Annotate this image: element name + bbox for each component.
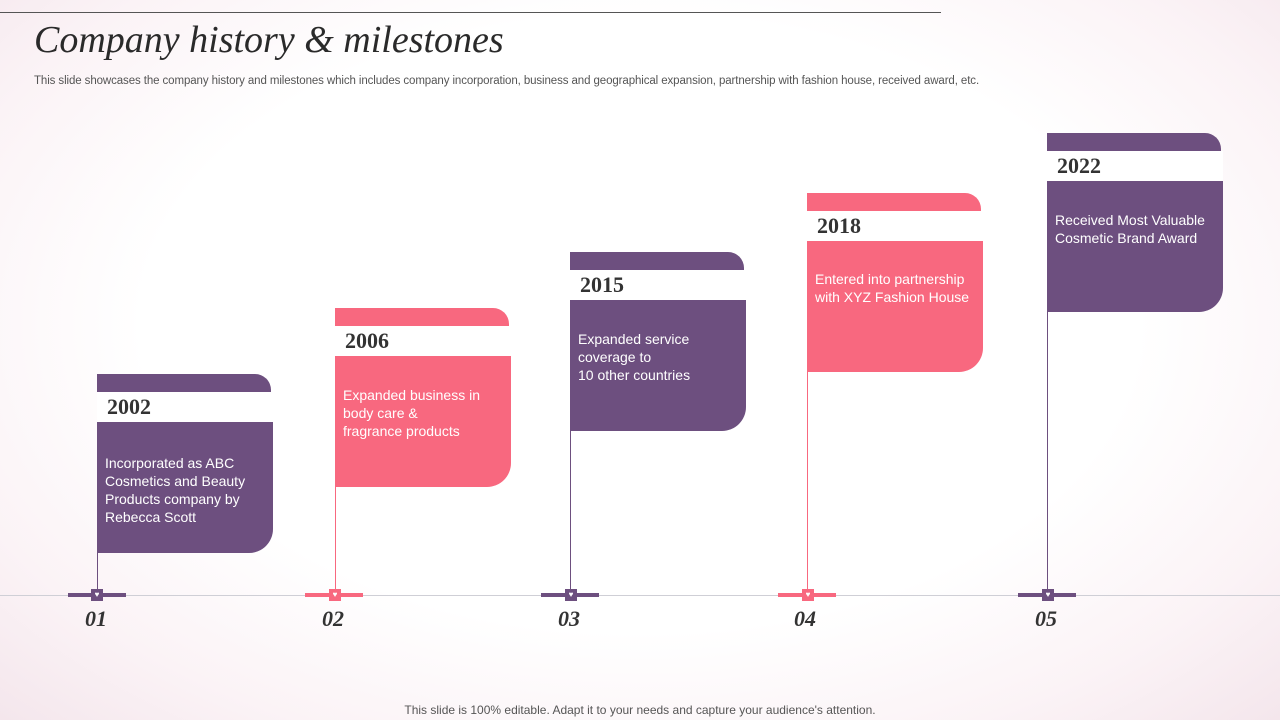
page-subtitle: This slide showcases the company history…: [34, 75, 980, 87]
milestone-flag-tab: [1047, 133, 1221, 155]
milestone-description: Incorporated as ABC Cosmetics and Beauty…: [97, 422, 273, 553]
milestone-flag-tab: [807, 193, 981, 215]
milestone-flag-tab: [335, 308, 509, 330]
page-title: Company history & milestones: [34, 19, 504, 61]
heart-icon: ♥: [802, 589, 814, 601]
heart-icon: ♥: [91, 589, 103, 601]
heart-icon: ♥: [329, 589, 341, 601]
heart-icon: ♥: [1042, 589, 1054, 601]
milestone-year: 2022: [1047, 151, 1223, 181]
milestone-number: 05: [1035, 606, 1057, 631]
heart-icon: ♥: [565, 589, 577, 601]
milestone-description: Expanded service coverage to 10 other co…: [570, 300, 746, 431]
milestone-year: 2002: [97, 392, 273, 422]
milestone-year: 2015: [570, 270, 746, 300]
milestone-pole: [1047, 133, 1048, 595]
milestone-year: 2006: [335, 326, 511, 356]
footer-note: This slide is 100% editable. Adapt it to…: [404, 703, 876, 717]
milestone-number: 04: [794, 606, 816, 631]
milestone-description: Received Most Valuable Cosmetic Brand Aw…: [1047, 181, 1223, 312]
milestone-pole: [807, 193, 808, 595]
milestone-number: 03: [558, 606, 580, 631]
top-divider: [0, 12, 941, 13]
milestone-description: Entered into partnership with XYZ Fashio…: [807, 241, 983, 372]
milestone-flag-tab: [97, 374, 271, 396]
milestone-year: 2018: [807, 211, 983, 241]
milestone-flag-tab: [570, 252, 744, 274]
milestone-number: 01: [85, 606, 107, 631]
milestone-number: 02: [322, 606, 344, 631]
timeline-axis: [0, 595, 1280, 596]
milestone-description: Expanded business in body care & fragran…: [335, 356, 511, 487]
